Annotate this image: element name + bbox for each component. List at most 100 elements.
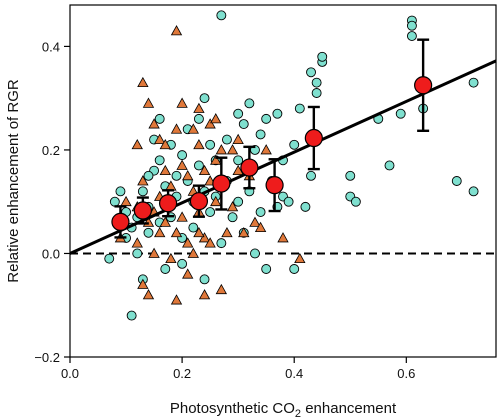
scatter-circle — [199, 274, 210, 285]
scatter-circle — [216, 238, 227, 249]
y-tick-label: 0.0 — [42, 246, 60, 261]
y-axis-ticks: −0.2 0.0 0.2 0.4 — [34, 39, 70, 365]
mean-point — [240, 158, 259, 177]
scatter-circle — [261, 264, 272, 274]
scatter-triangle — [170, 294, 183, 305]
scatter-circle — [160, 264, 171, 274]
scatter-circle — [384, 160, 395, 171]
scatter-circle — [154, 113, 165, 124]
scatter-circle — [233, 108, 244, 119]
scatter-circle — [468, 77, 479, 88]
scatter-circle — [205, 207, 216, 218]
mean-point — [133, 201, 152, 220]
x-axis-ticks: 0.0 0.2 0.4 0.6 — [61, 357, 415, 381]
mean-point — [265, 176, 284, 195]
mean-point — [414, 76, 433, 95]
scatter-triangle — [215, 144, 228, 155]
scatter-triangle — [154, 226, 166, 238]
scatter-triangle — [198, 232, 211, 243]
scatter-triangle — [137, 278, 149, 289]
x-tick-label: 0.4 — [285, 366, 303, 381]
scatter-circle — [300, 201, 311, 212]
scatter-triangle — [221, 226, 233, 238]
scatter-circle — [306, 170, 316, 181]
scatter-triangle — [187, 247, 199, 258]
scatter-circle — [294, 103, 305, 114]
scatter-triangle — [232, 133, 244, 144]
scatter-circle — [154, 155, 165, 166]
mean-point — [189, 192, 209, 211]
scatter-circle — [143, 170, 154, 181]
scatter-triangle — [182, 169, 194, 181]
scatter-circle — [317, 51, 328, 62]
mean-point — [111, 212, 130, 231]
mean-point — [304, 128, 323, 148]
scatter-circle — [205, 139, 216, 150]
scatter-triangle — [204, 237, 216, 248]
scatter-triangle — [210, 154, 222, 165]
scatter-circle — [233, 196, 244, 207]
scatter-triangle — [294, 252, 306, 264]
scatter-triangle — [238, 226, 250, 238]
scatter-circle — [306, 67, 316, 78]
scatter-triangle — [182, 237, 194, 248]
scatter-circle — [395, 108, 406, 119]
scatter-circle — [311, 88, 322, 98]
scatter-circle — [283, 196, 294, 207]
scatter-triangle — [142, 97, 155, 108]
scatter-triangle — [193, 226, 205, 238]
scatter-triangle — [260, 144, 272, 155]
scatter-triangle — [170, 25, 183, 36]
scatter-triangle — [131, 237, 143, 248]
scatter-triangle — [170, 226, 183, 238]
scatter-triangle — [204, 118, 216, 129]
scatter-circle — [345, 170, 356, 181]
mean-point — [212, 174, 231, 193]
scatter-circle — [115, 186, 126, 197]
scatter-triangle — [176, 97, 188, 108]
scatter-circle — [104, 253, 115, 264]
scatter-circle — [406, 20, 417, 31]
scatter-triangle — [226, 201, 239, 212]
scatter-circle — [177, 258, 188, 269]
scatter-triangle — [165, 252, 177, 264]
scatter-triangle — [148, 118, 160, 129]
scatter-circle — [137, 186, 148, 197]
scatter-circle — [289, 264, 300, 274]
scatter-circle — [143, 227, 154, 238]
y-axis-label: Relative enhancement of RGR — [5, 79, 22, 283]
scatter-triangle — [159, 138, 171, 150]
scatter-triangle — [198, 289, 211, 300]
scatter-circle — [238, 119, 249, 130]
scatter-triangle — [159, 164, 171, 176]
scatter-circle — [221, 134, 232, 145]
scatter-triangle — [187, 123, 199, 134]
scatter-triangle — [182, 268, 194, 279]
scatter-circle — [255, 207, 266, 218]
scatter-circle — [193, 160, 204, 171]
scatter-circle — [406, 31, 417, 42]
scatter-circle — [126, 310, 137, 321]
scatter-triangle — [176, 159, 188, 170]
scatter-circle — [199, 93, 210, 104]
scatter-triangle — [154, 133, 166, 144]
scatter-triangle — [142, 289, 155, 300]
scatter-triangle — [170, 123, 183, 134]
x-axis-label: Photosynthetic CO2 enhancement — [170, 400, 397, 419]
scatter-circle — [193, 113, 204, 124]
regression-line-path — [69, 59, 497, 255]
scatter-triangle — [148, 247, 160, 258]
scatter-circle — [171, 170, 182, 181]
mean-point — [158, 194, 178, 213]
scatter-triangle — [159, 216, 171, 227]
x-tick-label: 0.0 — [61, 366, 79, 381]
scatter-circle — [255, 129, 266, 140]
scatter-triangle — [131, 138, 143, 150]
y-tick-label: 0.4 — [42, 39, 60, 54]
scatter-triangle — [198, 164, 211, 176]
scatter-triangle — [226, 144, 239, 155]
scatter-circle — [272, 108, 283, 119]
scatter-circle — [261, 113, 272, 124]
scatter-triangle — [249, 216, 261, 227]
scatter-circle — [350, 196, 361, 207]
